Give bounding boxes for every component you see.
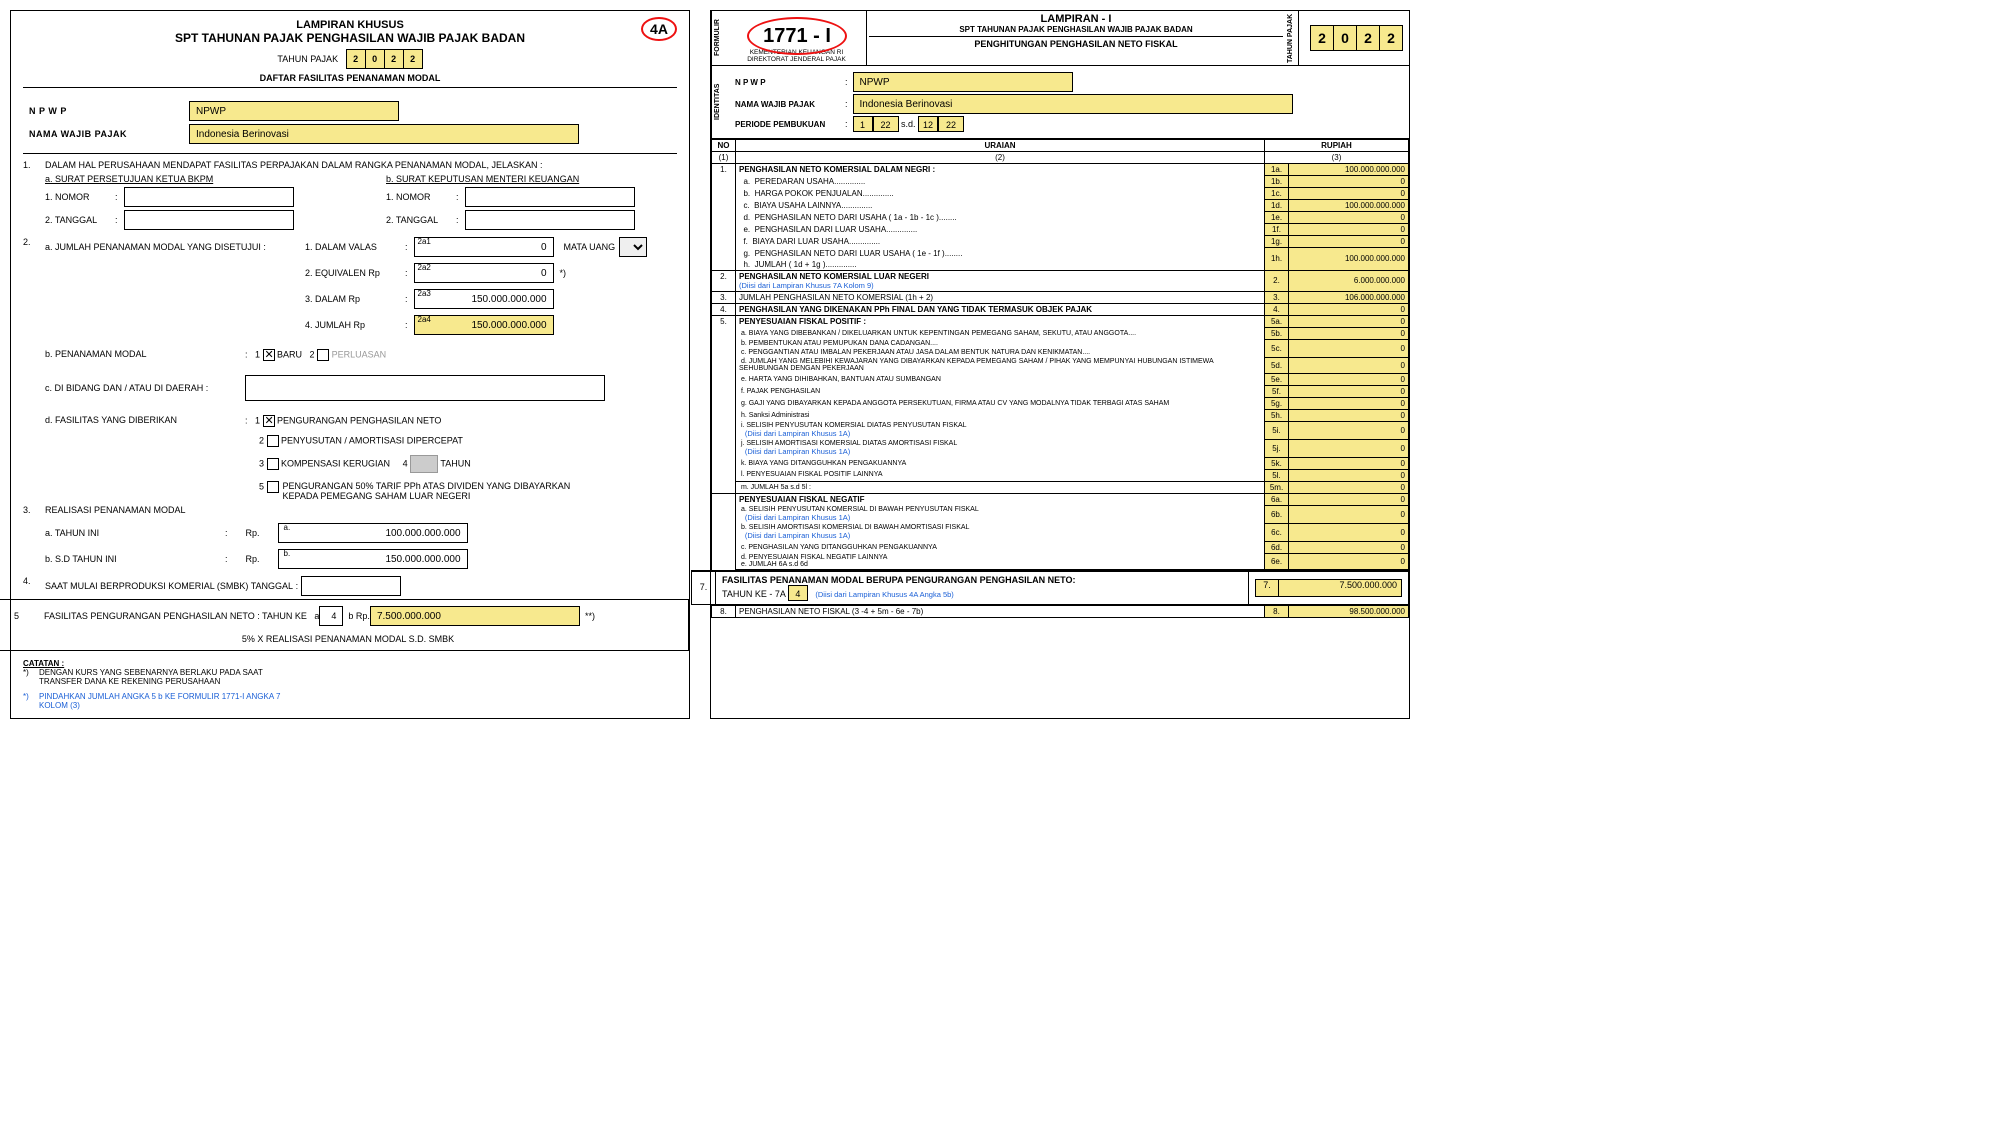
- catatan: CATATAN : *)DENGAN KURS YANG SEBENARNYA …: [23, 659, 677, 710]
- identity-box: N P W P NAMA WAJIB PAJAK: [23, 92, 677, 154]
- 5-note: 5% X REALISASI PENANAMAN MODAL S.D. SMBK: [14, 634, 682, 644]
- formulir-side: FORMULIR: [711, 11, 727, 65]
- 2a1-input[interactable]: [414, 237, 554, 257]
- form-1771-i: 1771 - I FORMULIR KEMENTERIAN KEUANGAN R…: [710, 10, 1410, 719]
- main-table: NO URAIAN RUPIAH (1)(2)(3) 1.PENGHASILAN…: [711, 139, 1409, 570]
- bidang-input[interactable]: [245, 375, 605, 401]
- r-nama[interactable]: [853, 94, 1293, 114]
- mata-uang-label: MATA UANG: [564, 242, 616, 252]
- bkpm-nomor[interactable]: [124, 187, 294, 207]
- 3b-input[interactable]: [278, 549, 468, 569]
- chk-d1[interactable]: [263, 415, 275, 427]
- chk-d2[interactable]: [267, 435, 279, 447]
- 5a-box: 4: [319, 606, 343, 626]
- sec3: 3. REALISASI PENANAMAN MODAL a. TAHUN IN…: [23, 505, 677, 572]
- lamp-title: LAMPIRAN - I: [869, 13, 1283, 25]
- r-npwp[interactable]: [853, 72, 1073, 92]
- 3a-input[interactable]: [278, 523, 468, 543]
- s1-b: b. SURAT KEPUTUSAN MENTERI KEUANGAN: [386, 174, 677, 184]
- 2a3-input[interactable]: [414, 289, 554, 309]
- code-1771-badge: 1771 - I: [747, 17, 847, 55]
- chk-perluasan[interactable]: [317, 349, 329, 361]
- sec4: 4. SAAT MULAI BERPRODUKSI KOMERIAL (SMBK…: [23, 576, 677, 596]
- npwp-label: N P W P: [29, 106, 189, 116]
- left-subhead: DAFTAR FASILITAS PENANAMAN MODAL: [23, 73, 677, 83]
- s1-text: DALAM HAL PERUSAHAAN MENDAPAT FASILITAS …: [45, 160, 677, 170]
- chk-d5[interactable]: [267, 481, 279, 493]
- npwp-input[interactable]: [189, 101, 399, 121]
- mata-uang-select[interactable]: [619, 237, 647, 257]
- nama-label: NAMA WAJIB PAJAK: [29, 129, 189, 139]
- chk-d3[interactable]: [267, 458, 279, 470]
- code-4a-badge: 4A: [641, 17, 677, 41]
- sec1: 1. DALAM HAL PERUSAHAAN MENDAPAT FASILIT…: [23, 160, 677, 233]
- 2a2-input[interactable]: [414, 263, 554, 283]
- year-boxes: 2 0 2 2: [347, 49, 423, 69]
- left-header: LAMPIRAN KHUSUS SPT TAHUNAN PAJAK PENGHA…: [23, 19, 677, 83]
- 2a4-input[interactable]: [414, 315, 554, 335]
- smbk-input[interactable]: [301, 576, 401, 596]
- tahun-side: TAHUN PAJAK: [1285, 11, 1299, 65]
- bkpm-tanggal[interactable]: [124, 210, 294, 230]
- row8: 8.PENGHASILAN NETO FISKAL (3 -4 + 5m - 6…: [711, 605, 1409, 618]
- chk-baru[interactable]: [263, 349, 275, 361]
- tahun-pajak-label: TAHUN PAJAK: [277, 54, 338, 64]
- left-title2: SPT TAHUNAN PAJAK PENGHASILAN WAJIB PAJA…: [23, 31, 677, 45]
- sec5: 5 FASILITAS PENGURANGAN PENGHASILAN NETO…: [0, 599, 689, 651]
- left-title1: LAMPIRAN KHUSUS: [23, 19, 677, 31]
- form-4a: 4A LAMPIRAN KHUSUS SPT TAHUNAN PAJAK PEN…: [10, 10, 690, 719]
- s1-a: a. SURAT PERSETUJUAN KETUA BKPM: [45, 174, 336, 184]
- mk-tanggal[interactable]: [465, 210, 635, 230]
- year-boxes-right: 2 0 2 2: [1311, 25, 1403, 51]
- 5b-input[interactable]: [370, 606, 580, 626]
- d4-box[interactable]: [410, 455, 438, 473]
- identitas: IDENTITAS N P W P: NAMA WAJIB PAJAK: PER…: [711, 66, 1409, 139]
- mk-nomor[interactable]: [465, 187, 635, 207]
- row7: 7. FASILITAS PENANAMAN MODAL BERUPA PENG…: [691, 570, 1409, 605]
- sec2: 2. a. JUMLAH PENANAMAN MODAL YANG DISETU…: [23, 237, 677, 501]
- nama-input[interactable]: [189, 124, 579, 144]
